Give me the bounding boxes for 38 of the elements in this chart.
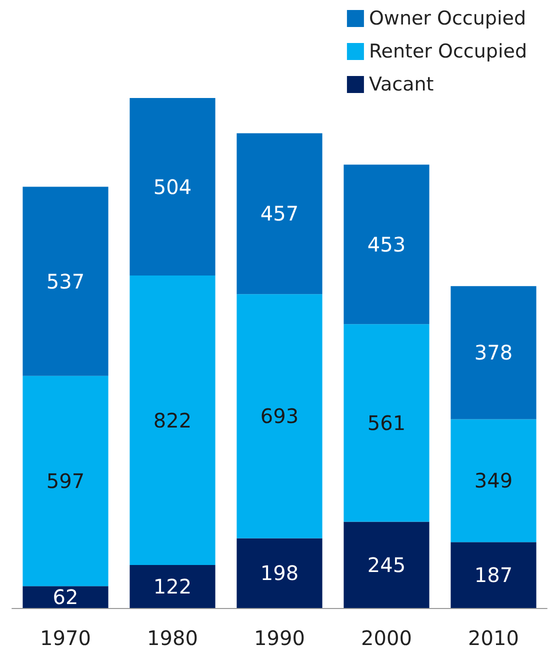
data-label: 504 [153,174,192,199]
data-label: 198 [260,561,299,586]
legend-label: Vacant [368,74,434,96]
data-label: 597 [46,469,85,494]
bar [130,565,216,608]
data-label: 62 [52,585,78,610]
bar [236,133,322,294]
bar [22,186,108,376]
bar [344,522,430,608]
x-tick-label: 1980 [147,626,198,650]
data-label: 457 [260,202,299,226]
bar [450,286,536,420]
data-label: 537 [46,269,85,294]
data-label: 378 [474,340,513,365]
data-label: 245 [367,552,406,577]
x-tick-label: 1970 [40,626,91,650]
data-label: 561 [367,410,406,435]
bar [130,98,216,276]
data-label: 349 [474,468,513,493]
legend-label: Renter Occupied [368,40,528,62]
x-tick-label: 2000 [361,626,412,650]
x-tick-label: 2010 [468,626,519,650]
bar [450,542,536,608]
data-label: 822 [153,408,192,432]
bar [450,419,536,542]
data-label: 453 [367,232,406,256]
bar [344,324,430,522]
bar [236,294,322,538]
data-label: 187 [474,563,513,588]
data-label: 693 [260,404,299,428]
bar [236,538,322,608]
data-label: 122 [153,574,192,599]
bar [22,586,108,608]
bar [130,276,216,566]
legend-label: Owner Occupied [368,8,526,30]
bar [22,376,108,586]
x-tick-label: 1990 [254,626,305,650]
bar [344,164,430,324]
